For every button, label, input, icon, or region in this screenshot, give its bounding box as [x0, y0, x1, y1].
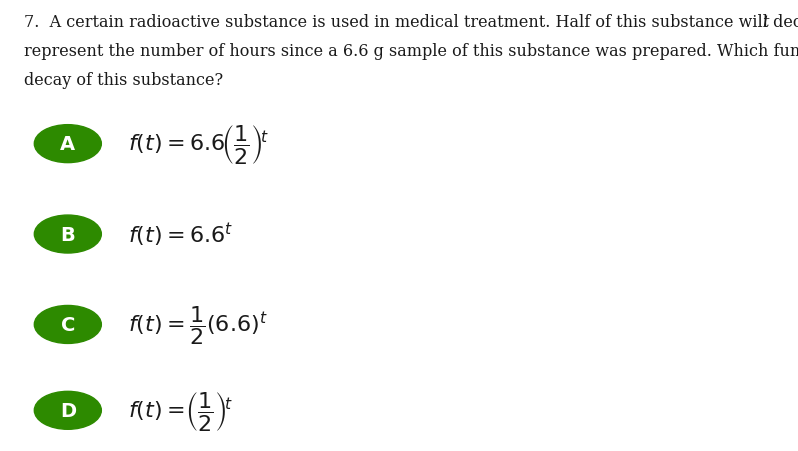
Text: A: A: [61, 135, 75, 154]
Text: t: t: [762, 14, 768, 31]
Text: $\mathit{f}(\mathit{t})=\!\left(\dfrac{1}{2}\right)^{\!\mathit{t}}$: $\mathit{f}(\mathit{t})=\!\left(\dfrac{1…: [128, 389, 233, 432]
Text: C: C: [61, 315, 75, 334]
Text: B: B: [61, 225, 75, 244]
Text: 7.  A certain radioactive substance is used in medical treatment. Half of this s: 7. A certain radioactive substance is us…: [24, 14, 798, 31]
Circle shape: [34, 391, 101, 429]
Text: $\mathit{f}(\mathit{t})=6.6\!\left(\dfrac{1}{2}\right)^{\!\mathit{t}}$: $\mathit{f}(\mathit{t})=6.6\!\left(\dfra…: [128, 123, 269, 166]
Text: decay of this substance?: decay of this substance?: [24, 72, 223, 89]
Circle shape: [34, 306, 101, 344]
Text: $\mathit{f}(\mathit{t})=\dfrac{1}{2}(6.6)^{\mathit{t}}$: $\mathit{f}(\mathit{t})=\dfrac{1}{2}(6.6…: [128, 303, 267, 346]
Circle shape: [34, 216, 101, 253]
Text: D: D: [60, 401, 76, 420]
Text: $\mathit{f}(\mathit{t})=6.6^{\mathit{t}}$: $\mathit{f}(\mathit{t})=6.6^{\mathit{t}}…: [128, 221, 233, 249]
Circle shape: [34, 125, 101, 163]
Text: represent the number of hours since a 6.6 g sample of this substance was prepare: represent the number of hours since a 6.…: [24, 43, 798, 60]
